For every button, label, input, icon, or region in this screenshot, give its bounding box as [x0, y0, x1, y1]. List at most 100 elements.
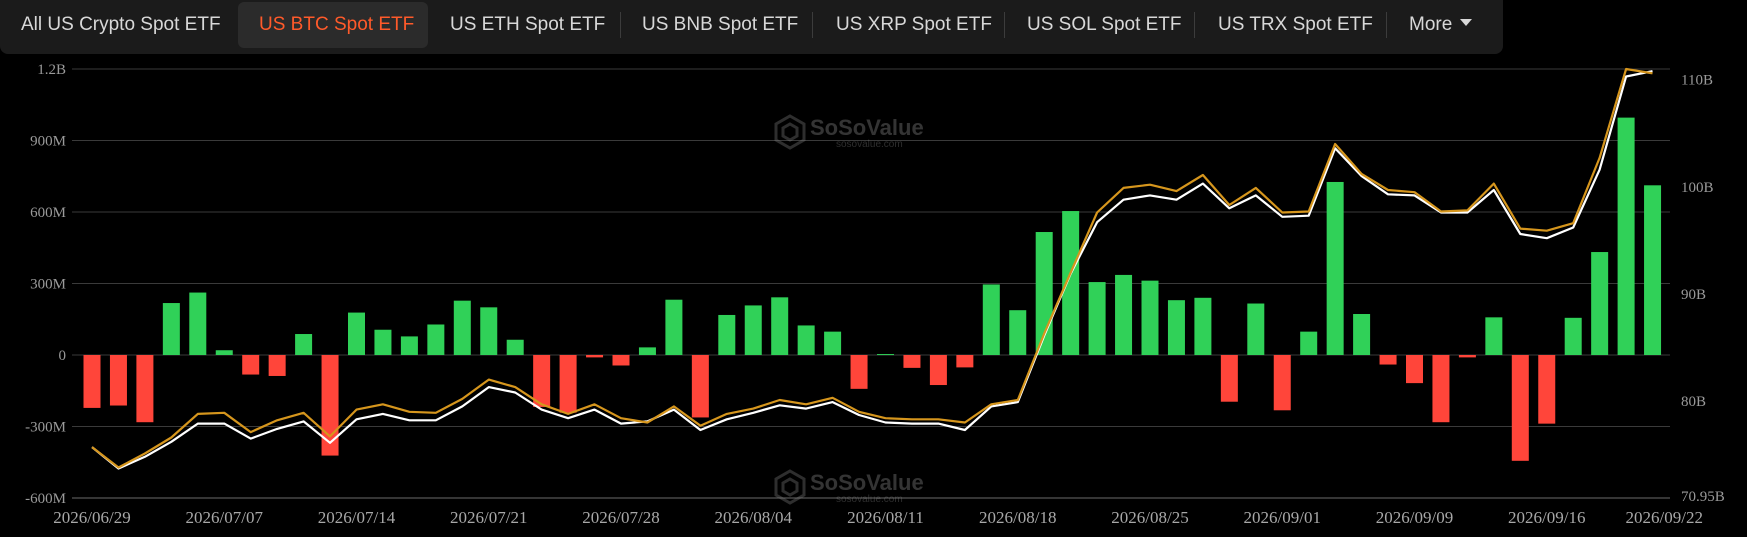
outflow-bar[interactable]: [136, 355, 154, 423]
etf-tab-bar: All US Crypto Spot ETF US BTC Spot ETF U…: [0, 0, 1503, 54]
inflow-bar[interactable]: [1167, 300, 1185, 355]
x-axis-tick-label: 2026/09/16: [1508, 508, 1585, 527]
inflow-bar[interactable]: [374, 329, 392, 355]
x-axis-tick-label: 2026/08/04: [715, 508, 793, 527]
left-axis-tick-label: 1.2B: [37, 62, 66, 78]
tab-divider: [812, 12, 813, 38]
inflow-bar[interactable]: [453, 300, 471, 355]
tab-all-us-crypto-spot-etf[interactable]: All US Crypto Spot ETF: [21, 14, 221, 35]
inflow-bar[interactable]: [1644, 185, 1662, 355]
inflow-bar[interactable]: [1194, 297, 1212, 355]
outflow-bar[interactable]: [691, 355, 709, 418]
tab-divider: [1194, 12, 1195, 38]
x-axis-tick-label: 2026/09/09: [1376, 508, 1453, 527]
inflow-bar[interactable]: [1353, 314, 1371, 355]
x-axis-tick-label: 2026/08/25: [1111, 508, 1188, 527]
outflow-bar[interactable]: [586, 355, 604, 358]
tab-divider: [620, 12, 621, 38]
left-axis-tick-label: -300M: [25, 420, 66, 436]
tab-us-sol-spot-etf[interactable]: US SOL Spot ETF: [1027, 14, 1182, 35]
x-axis-tick-label: 2026/09/01: [1244, 508, 1321, 527]
outflow-bar[interactable]: [83, 355, 101, 408]
inflow-bar[interactable]: [348, 312, 365, 355]
right-axis-tick-label: 70.95B: [1681, 489, 1725, 505]
outflow-bar[interactable]: [1458, 355, 1476, 358]
outflow-bar[interactable]: [1273, 355, 1291, 411]
outflow-bar[interactable]: [1432, 355, 1450, 423]
tab-us-eth-spot-etf[interactable]: US ETH Spot ETF: [450, 14, 606, 35]
x-axis-tick-label: 2026/07/14: [318, 508, 396, 527]
chevron-down-icon: [1460, 19, 1473, 27]
watermark-site: sosovalue.com: [836, 494, 903, 505]
x-axis-tick-label: 2026/07/21: [450, 508, 527, 527]
inflow-bar[interactable]: [1009, 310, 1027, 355]
inflow-bar[interactable]: [1591, 252, 1609, 355]
outflow-bar[interactable]: [1511, 355, 1529, 461]
outflow-bar[interactable]: [109, 355, 127, 406]
inflow-bar[interactable]: [400, 336, 418, 355]
outflow-bar[interactable]: [533, 355, 551, 407]
inflow-bar[interactable]: [162, 303, 180, 355]
outflow-bar[interactable]: [850, 355, 868, 389]
outflow-bar[interactable]: [612, 355, 630, 366]
tab-us-trx-spot-etf[interactable]: US TRX Spot ETF: [1218, 14, 1373, 35]
inflow-bar[interactable]: [506, 339, 524, 355]
x-axis-tick-label: 2026/07/28: [582, 508, 659, 527]
tab-us-btc-spot-etf[interactable]: US BTC Spot ETF: [238, 2, 428, 48]
outflow-bar[interactable]: [1406, 355, 1423, 384]
left-axis-tick-label: 300M: [30, 277, 66, 293]
left-axis-tick-label: 0: [59, 348, 67, 364]
inflow-bar[interactable]: [744, 305, 762, 355]
inflow-bar[interactable]: [1617, 117, 1635, 356]
outflow-bar[interactable]: [1538, 355, 1556, 424]
outflow-bar[interactable]: [903, 355, 921, 368]
inflow-bar[interactable]: [1326, 181, 1344, 355]
inflow-bar[interactable]: [824, 331, 842, 355]
outflow-bar[interactable]: [1379, 355, 1397, 365]
inflow-bar[interactable]: [665, 299, 683, 355]
inflow-bar[interactable]: [1300, 331, 1318, 355]
inflow-bar[interactable]: [1141, 280, 1159, 355]
x-axis-tick-label: 2026/06/29: [53, 508, 130, 527]
inflow-bar[interactable]: [1115, 274, 1133, 355]
inflow-bar[interactable]: [877, 354, 894, 356]
outflow-bar[interactable]: [268, 355, 286, 376]
tab-us-bnb-spot-etf[interactable]: US BNB Spot ETF: [642, 14, 799, 35]
inflow-bar[interactable]: [1062, 211, 1080, 355]
inflow-bar[interactable]: [189, 292, 207, 355]
total-net-assets-line[interactable]: [91, 70, 1653, 470]
x-axis-tick-label: 2026/08/18: [979, 508, 1056, 527]
inflow-bar[interactable]: [427, 324, 445, 355]
right-axis-tick-label: 90B: [1681, 287, 1706, 303]
x-axis-tick-label: 2026/08/11: [847, 508, 924, 527]
inflow-bar[interactable]: [797, 325, 815, 355]
left-axis-tick-label: 600M: [30, 205, 66, 221]
inflow-bar[interactable]: [215, 350, 233, 355]
inflow-bar[interactable]: [638, 347, 656, 355]
outflow-bar[interactable]: [1220, 355, 1238, 402]
inflow-bar[interactable]: [295, 334, 313, 355]
inflow-bar[interactable]: [1564, 317, 1582, 355]
tab-us-xrp-spot-etf[interactable]: US XRP Spot ETF: [836, 14, 992, 35]
inflow-bar[interactable]: [982, 284, 1000, 355]
btc-price-line[interactable]: [91, 67, 1653, 469]
more-dropdown[interactable]: More: [1388, 0, 1493, 48]
outflow-bar[interactable]: [929, 355, 947, 386]
outflow-bar[interactable]: [956, 355, 974, 368]
outflow-bar[interactable]: [559, 355, 577, 413]
inflow-bar[interactable]: [771, 297, 789, 355]
inflow-bar[interactable]: [718, 314, 736, 355]
watermark-site: sosovalue.com: [836, 139, 903, 150]
inflow-bar[interactable]: [480, 307, 498, 355]
inflow-bar[interactable]: [1485, 317, 1503, 355]
outflow-bar[interactable]: [321, 355, 339, 456]
outflow-bar[interactable]: [242, 355, 260, 375]
sosovalue-logo-icon: [774, 469, 806, 505]
watermark-brand: SoSoValue: [810, 115, 924, 140]
sosovalue-logo-icon: [774, 114, 806, 150]
inflow-bar[interactable]: [1088, 282, 1106, 355]
inflow-bar[interactable]: [1247, 303, 1265, 355]
